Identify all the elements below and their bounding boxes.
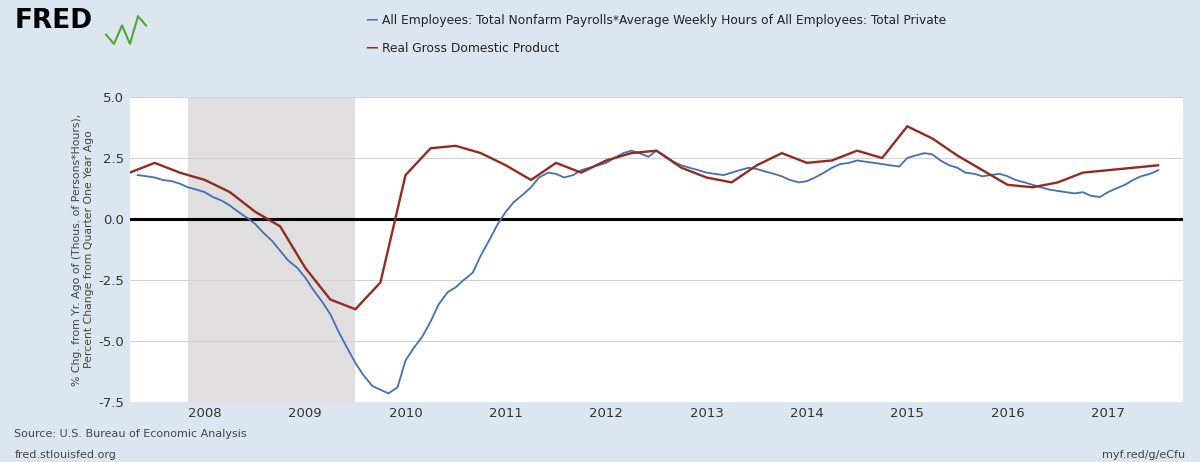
Text: Source: U.S. Bureau of Economic Analysis: Source: U.S. Bureau of Economic Analysis [14, 429, 247, 439]
Text: ─: ─ [366, 40, 377, 57]
Text: All Employees: Total Nonfarm Payrolls*Average Weekly Hours of All Employees: Tot: All Employees: Total Nonfarm Payrolls*Av… [382, 14, 946, 27]
Y-axis label: % Chg. from Yr. Ago of (Thous. of Persons*Hours),
Percent Change from Quarter On: % Chg. from Yr. Ago of (Thous. of Person… [72, 113, 94, 386]
Text: fred.stlouisfed.org: fred.stlouisfed.org [14, 450, 116, 461]
Text: FRED: FRED [14, 8, 92, 34]
Text: myf.red/g/eCfu: myf.red/g/eCfu [1103, 450, 1186, 461]
Bar [187, 97, 355, 402]
Text: Real Gross Domestic Product: Real Gross Domestic Product [382, 42, 559, 55]
Text: ─: ─ [366, 12, 377, 30]
